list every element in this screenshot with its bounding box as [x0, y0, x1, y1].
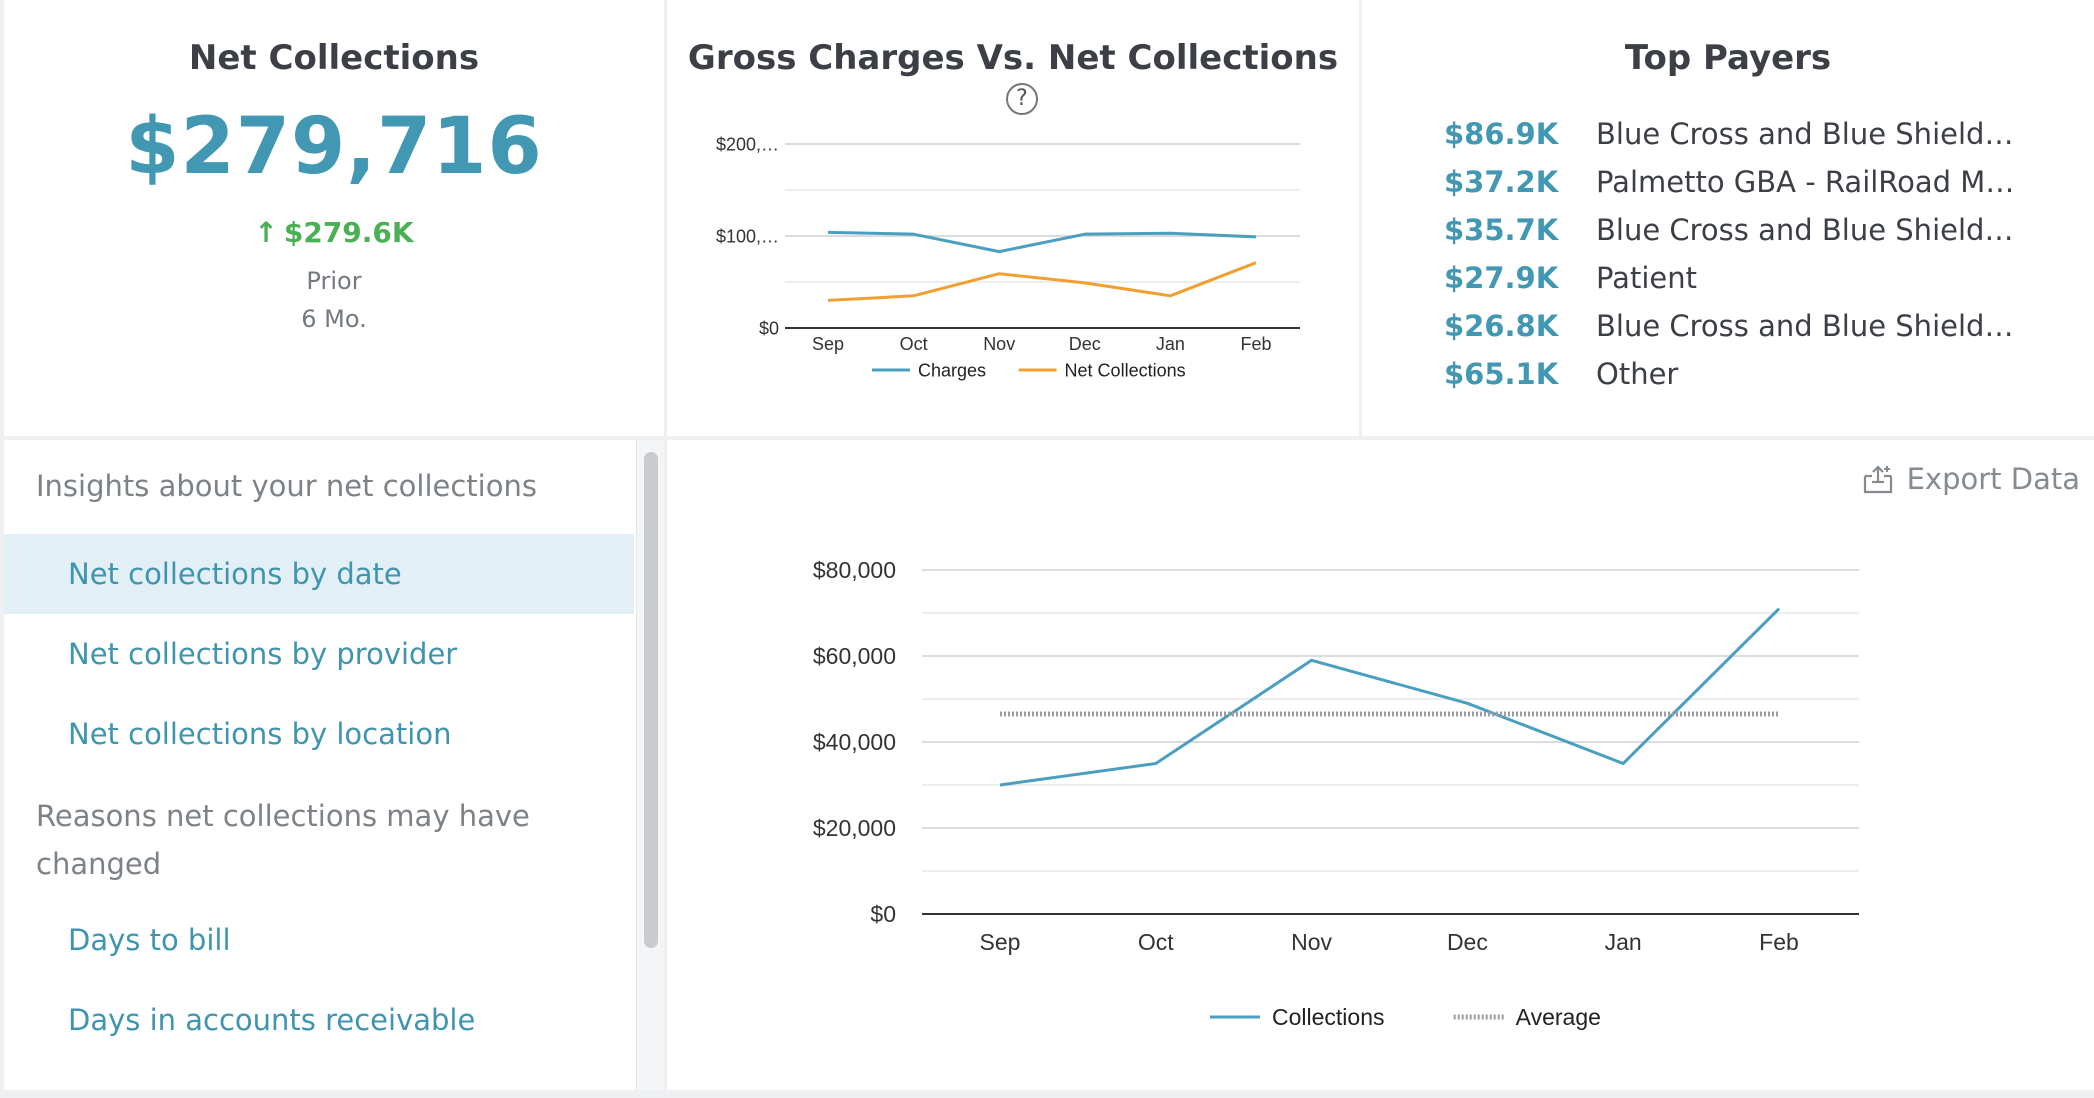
small-chart-y-tick-label: $200,… [716, 134, 779, 154]
insight-by-date[interactable]: Net collections by date [4, 534, 634, 614]
payer-amount: $37.2K [1444, 165, 1559, 199]
insights-panel: Insights about your net collections Net … [4, 440, 664, 1090]
reason-days-in-ar[interactable]: Days in accounts receivable [68, 1003, 476, 1037]
top-payers-card: Top Payers $86.9K Blue Cross and Blue Shi… [1362, 0, 2094, 436]
net-collections-card: Net Collections $279,716 ↑ $279.6K Prior … [4, 0, 664, 436]
gross-vs-net-chart: $0 $100,… $200,… Sep Oct Nov Dec Jan Feb Charges N… [716, 134, 1300, 380]
net-collections-delta: ↑ $279.6K [4, 216, 664, 249]
payer-name: Blue Cross and Blue Shield … [1596, 213, 2016, 247]
gross-vs-net-title: Gross Charges Vs. Net Collections? [667, 38, 1359, 118]
net-collections-chart: $0 $20,000 $40,000 $60,000 $80,000 Sep Oct Nov D… [813, 557, 1859, 1030]
small-chart-y-tick-label: $100,… [716, 226, 779, 246]
big-chart-series-line-collections [999, 607, 1781, 787]
big-chart-y-tick-label: $0 [870, 901, 896, 927]
payer-name: Palmetto GBA - RailRoad M… [1596, 165, 2015, 199]
export-tray-icon [1863, 465, 1892, 494]
big-chart-x-tick-label: Dec [1447, 929, 1488, 955]
delta-value: $279.6K [283, 216, 414, 249]
insights-heading: Insights about your net collections [36, 469, 537, 503]
top-payers-title: Top Payers [1624, 38, 1832, 78]
payer-row[interactable]: $86.9K Blue Cross and Blue Shield … [1444, 110, 2016, 158]
gross-vs-net-card: Gross Charges Vs. Net Collections? $0 $10… [667, 0, 1359, 436]
big-chart-legend-label: Collections [1272, 1004, 1385, 1030]
big-chart-y-tick-label: $20,000 [813, 815, 896, 841]
main-chart-panel: Export Data $0 $20,000 $40,000 $60,000 $80,0… [667, 440, 2094, 1090]
payer-name: Blue Cross and Blue Shield … [1596, 309, 2016, 343]
net-collections-value: $279,716 [125, 102, 543, 192]
payer-amount: $27.9K [1444, 261, 1559, 295]
payer-amount: $26.8K [1444, 309, 1559, 343]
small-chart-x-tick-label: Jan [1156, 334, 1185, 354]
payer-row[interactable]: $65.1K Other [1444, 350, 2016, 398]
net-collections-title: Net Collections [188, 38, 480, 78]
big-chart-legend-label: Average [1516, 1004, 1601, 1030]
insight-by-location[interactable]: Net collections by location [68, 717, 452, 751]
small-chart-y-tick-label: $0 [759, 318, 779, 338]
big-chart-y-tick-label: $40,000 [813, 729, 896, 755]
top-payers-list: $86.9K Blue Cross and Blue Shield … $37.2… [1444, 110, 2016, 398]
payer-name: Other [1596, 357, 1679, 391]
payer-row[interactable]: $27.9K Patient [1444, 254, 2016, 302]
big-chart-x-tick-label: Nov [1291, 929, 1332, 955]
small-chart-legend-label: Net Collections [1065, 360, 1186, 380]
payer-name: Blue Cross and Blue Shield … [1596, 117, 2016, 151]
payer-row[interactable]: $26.8K Blue Cross and Blue Shield … [1444, 302, 2016, 350]
prior-label: Prior [306, 267, 362, 295]
small-chart-x-tick-label: Sep [812, 334, 844, 354]
small-chart-legend-label: Charges [918, 360, 986, 380]
big-chart-y-tick-label: $80,000 [813, 557, 896, 583]
insight-by-provider[interactable]: Net collections by provider [68, 637, 458, 671]
payer-amount: $65.1K [1444, 357, 1559, 391]
arrow-up-icon: ↑ [254, 216, 278, 249]
big-chart-x-tick-label: Feb [1759, 929, 1799, 955]
small-chart-x-tick-label: Nov [983, 334, 1015, 354]
small-chart-series-line-charges [827, 230, 1257, 254]
big-chart-x-tick-label: Jan [1605, 929, 1642, 955]
export-data-button[interactable]: Export Data [1861, 462, 2080, 496]
small-chart-x-tick-label: Feb [1240, 334, 1271, 354]
big-chart-x-tick-label: Oct [1138, 929, 1174, 955]
small-chart-x-tick-label: Oct [900, 334, 928, 354]
question-circle-icon[interactable]: ? [1006, 83, 1038, 115]
reason-days-to-bill[interactable]: Days to bill [68, 923, 231, 957]
payer-row[interactable]: $35.7K Blue Cross and Blue Shield … [1444, 206, 2016, 254]
payer-amount: $35.7K [1444, 213, 1559, 247]
export-data-label: Export Data [1906, 462, 2080, 496]
payer-amount: $86.9K [1444, 117, 1559, 151]
big-chart-x-tick-label: Sep [980, 929, 1021, 955]
reasons-heading: Reasons net collections may have changed [36, 799, 530, 881]
prior-period: Prior 6 Mo. [4, 262, 664, 338]
small-chart-series-line-net-collections [827, 261, 1257, 302]
scrollbar-thumb[interactable] [644, 452, 658, 948]
payer-name: Patient [1596, 261, 1697, 295]
big-chart-y-tick-label: $60,000 [813, 643, 896, 669]
prior-period-label: 6 Mo. [301, 305, 367, 333]
payer-row[interactable]: $37.2K Palmetto GBA - RailRoad M… [1444, 158, 2016, 206]
gross-vs-net-title-text: Gross Charges Vs. Net Collections [687, 38, 1339, 78]
small-chart-x-tick-label: Dec [1069, 334, 1101, 354]
